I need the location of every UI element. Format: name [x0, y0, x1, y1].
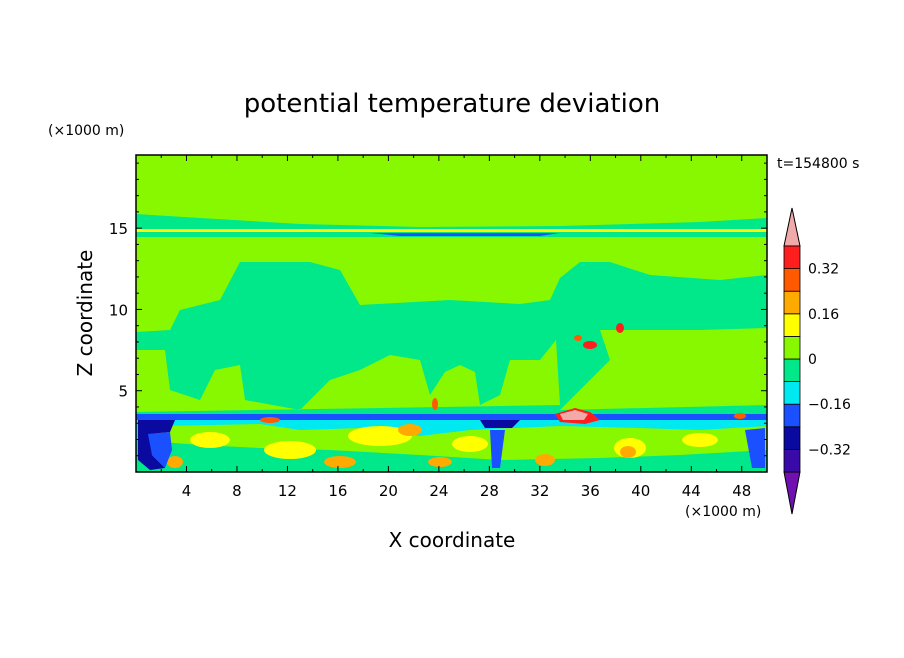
warm-cell — [190, 432, 230, 448]
colorbar-swatch — [783, 403, 801, 428]
warm-cell — [167, 456, 183, 468]
warm-cell — [535, 454, 555, 466]
x-tick-label: 32 — [530, 482, 549, 500]
y-axis: 5 10 15 — [109, 162, 767, 457]
y-axis-label: Z coordinate — [73, 250, 97, 377]
upper-band-region — [136, 237, 767, 332]
field-plot — [136, 155, 767, 472]
y-tick-label: 5 — [118, 383, 128, 401]
warm-cell — [398, 424, 422, 436]
warm-cell — [428, 457, 452, 467]
y-unit-label: (×1000 m) — [48, 123, 124, 139]
time-label: t=154800 s — [777, 156, 859, 172]
colorbar-swatch — [783, 290, 801, 315]
cold-region-left-blue — [148, 432, 172, 468]
warm-cell — [348, 426, 412, 446]
hot-cell — [616, 323, 624, 333]
colorbar-tick-label: 0 — [808, 352, 817, 368]
x-tick-label: 36 — [581, 482, 600, 500]
colorbar: 0.32 0.16 0 −0.16 −0.32 — [783, 207, 851, 515]
mid-positive-right — [560, 328, 767, 410]
colorbar-tick-label: 0.32 — [808, 262, 839, 278]
upper-positive-region — [136, 155, 767, 227]
hot-region-peak — [560, 410, 588, 420]
x-tick-label: 40 — [631, 482, 650, 500]
colorbar-swatch — [783, 358, 801, 383]
mid-positive-left — [136, 340, 560, 412]
x-tick-label: 8 — [232, 482, 242, 500]
x-tick-label: 24 — [429, 482, 448, 500]
x-tick-label: 12 — [278, 482, 297, 500]
cold-region — [480, 420, 520, 428]
boundary-band-blue — [136, 414, 767, 420]
warm-cell — [620, 446, 636, 458]
x-axis-label: X coordinate — [389, 528, 516, 552]
colorbar-swatch — [783, 426, 801, 450]
x-axis: 4 8 12 16 20 24 28 32 36 40 44 48 — [160, 155, 751, 500]
cold-region-left — [138, 420, 175, 470]
hot-cell — [574, 335, 582, 341]
x-tick-label: 20 — [379, 482, 398, 500]
y-tick-label: 15 — [109, 220, 128, 238]
warm-cell — [682, 433, 718, 447]
warm-cell — [452, 436, 488, 452]
colorbar-swatch — [783, 335, 801, 360]
colorbar-tick-label: −0.32 — [808, 442, 851, 458]
colorbar-swatch — [783, 268, 801, 292]
hot-cell — [583, 341, 597, 349]
plot-frame — [135, 154, 768, 473]
colorbar-swatch — [783, 448, 801, 473]
hot-cell — [260, 417, 280, 423]
hot-cell — [734, 413, 746, 419]
colorbar-under-arrow — [783, 471, 801, 515]
chart-title: potential temperature deviation — [244, 89, 660, 119]
x-tick-label: 4 — [182, 482, 192, 500]
warm-cell — [264, 441, 316, 459]
x-tick-label: 44 — [682, 482, 701, 500]
tropopause-blue-streak — [370, 233, 560, 236]
x-tick-label: 16 — [328, 482, 347, 500]
colorbar-swatch — [783, 313, 801, 337]
x-tick-label: 48 — [732, 482, 751, 500]
boundary-band-green2 — [136, 440, 767, 472]
x-unit-label: (×1000 m) — [685, 504, 761, 520]
colorbar-swatch — [783, 245, 801, 270]
cold-region — [490, 430, 505, 468]
hot-cell — [432, 398, 438, 410]
tropopause-line — [136, 229, 767, 232]
colorbar-tick-label: 0.16 — [808, 307, 839, 323]
colorbar-tick-label: −0.16 — [808, 397, 851, 413]
cold-region — [745, 428, 765, 468]
colorbar-swatch — [783, 381, 801, 405]
y-tick-label: 10 — [109, 301, 128, 319]
colorbar-over-arrow — [783, 207, 801, 247]
warm-cell — [324, 456, 356, 468]
x-tick-label: 28 — [480, 482, 499, 500]
